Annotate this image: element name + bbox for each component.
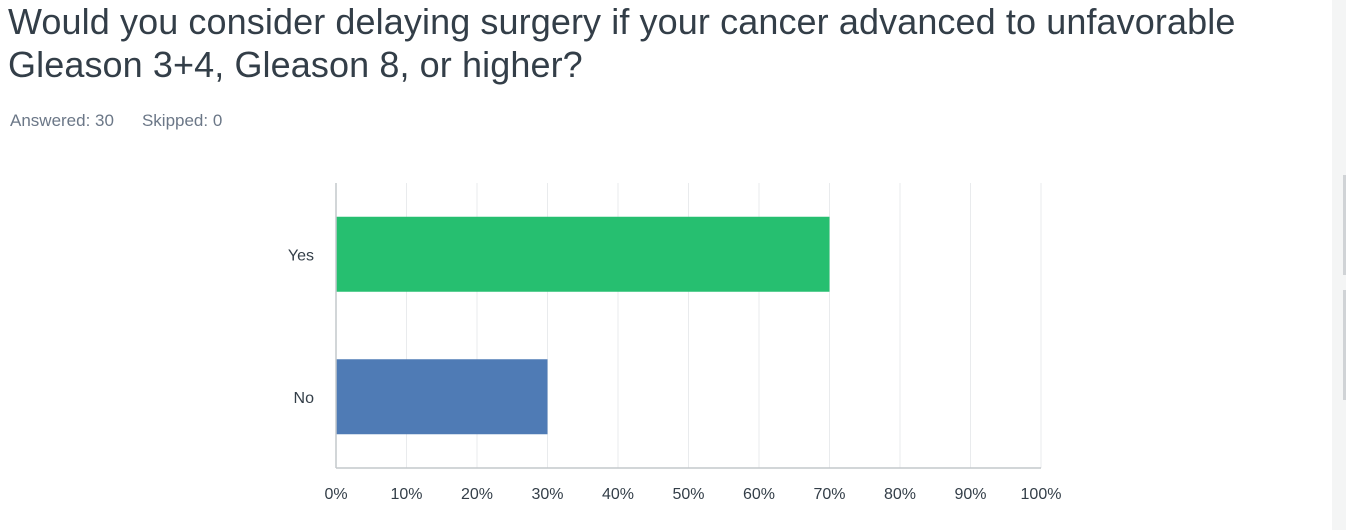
x-tick-label: 70% — [813, 486, 845, 503]
category-label: No — [294, 390, 315, 407]
x-tick-label: 50% — [672, 486, 704, 503]
x-tick-label: 0% — [324, 486, 347, 503]
x-tick-label: 20% — [461, 486, 493, 503]
x-tick-label: 100% — [1021, 486, 1062, 503]
question-title: Would you consider delaying surgery if y… — [8, 1, 1236, 85]
skipped-count: Skipped: 0 — [141, 111, 223, 130]
right-scroll-rail[interactable] — [1332, 0, 1346, 530]
x-tick-label: 80% — [884, 486, 916, 503]
response-stats: Answered: 30 Skipped: 0 — [10, 111, 222, 131]
bars — [336, 216, 830, 435]
x-tick-label: 30% — [531, 486, 563, 503]
axes — [335, 183, 1041, 469]
bar-yes[interactable] — [336, 216, 830, 292]
x-tick-label: 90% — [954, 486, 986, 503]
rail-tab-upper[interactable] — [1343, 175, 1346, 275]
x-tick-label: 10% — [390, 486, 422, 503]
bar-no[interactable] — [336, 359, 548, 435]
x-tick-label: 60% — [743, 486, 775, 503]
rail-tab-lower[interactable] — [1343, 290, 1346, 400]
x-tick-label: 40% — [602, 486, 634, 503]
category-label: Yes — [288, 247, 314, 264]
labels: 0% 10% 20% 30% 40% 50% 60% 70% 80% 90% 100% Yes No — [288, 247, 1062, 503]
answered-count: Answered: 30 — [10, 111, 114, 130]
